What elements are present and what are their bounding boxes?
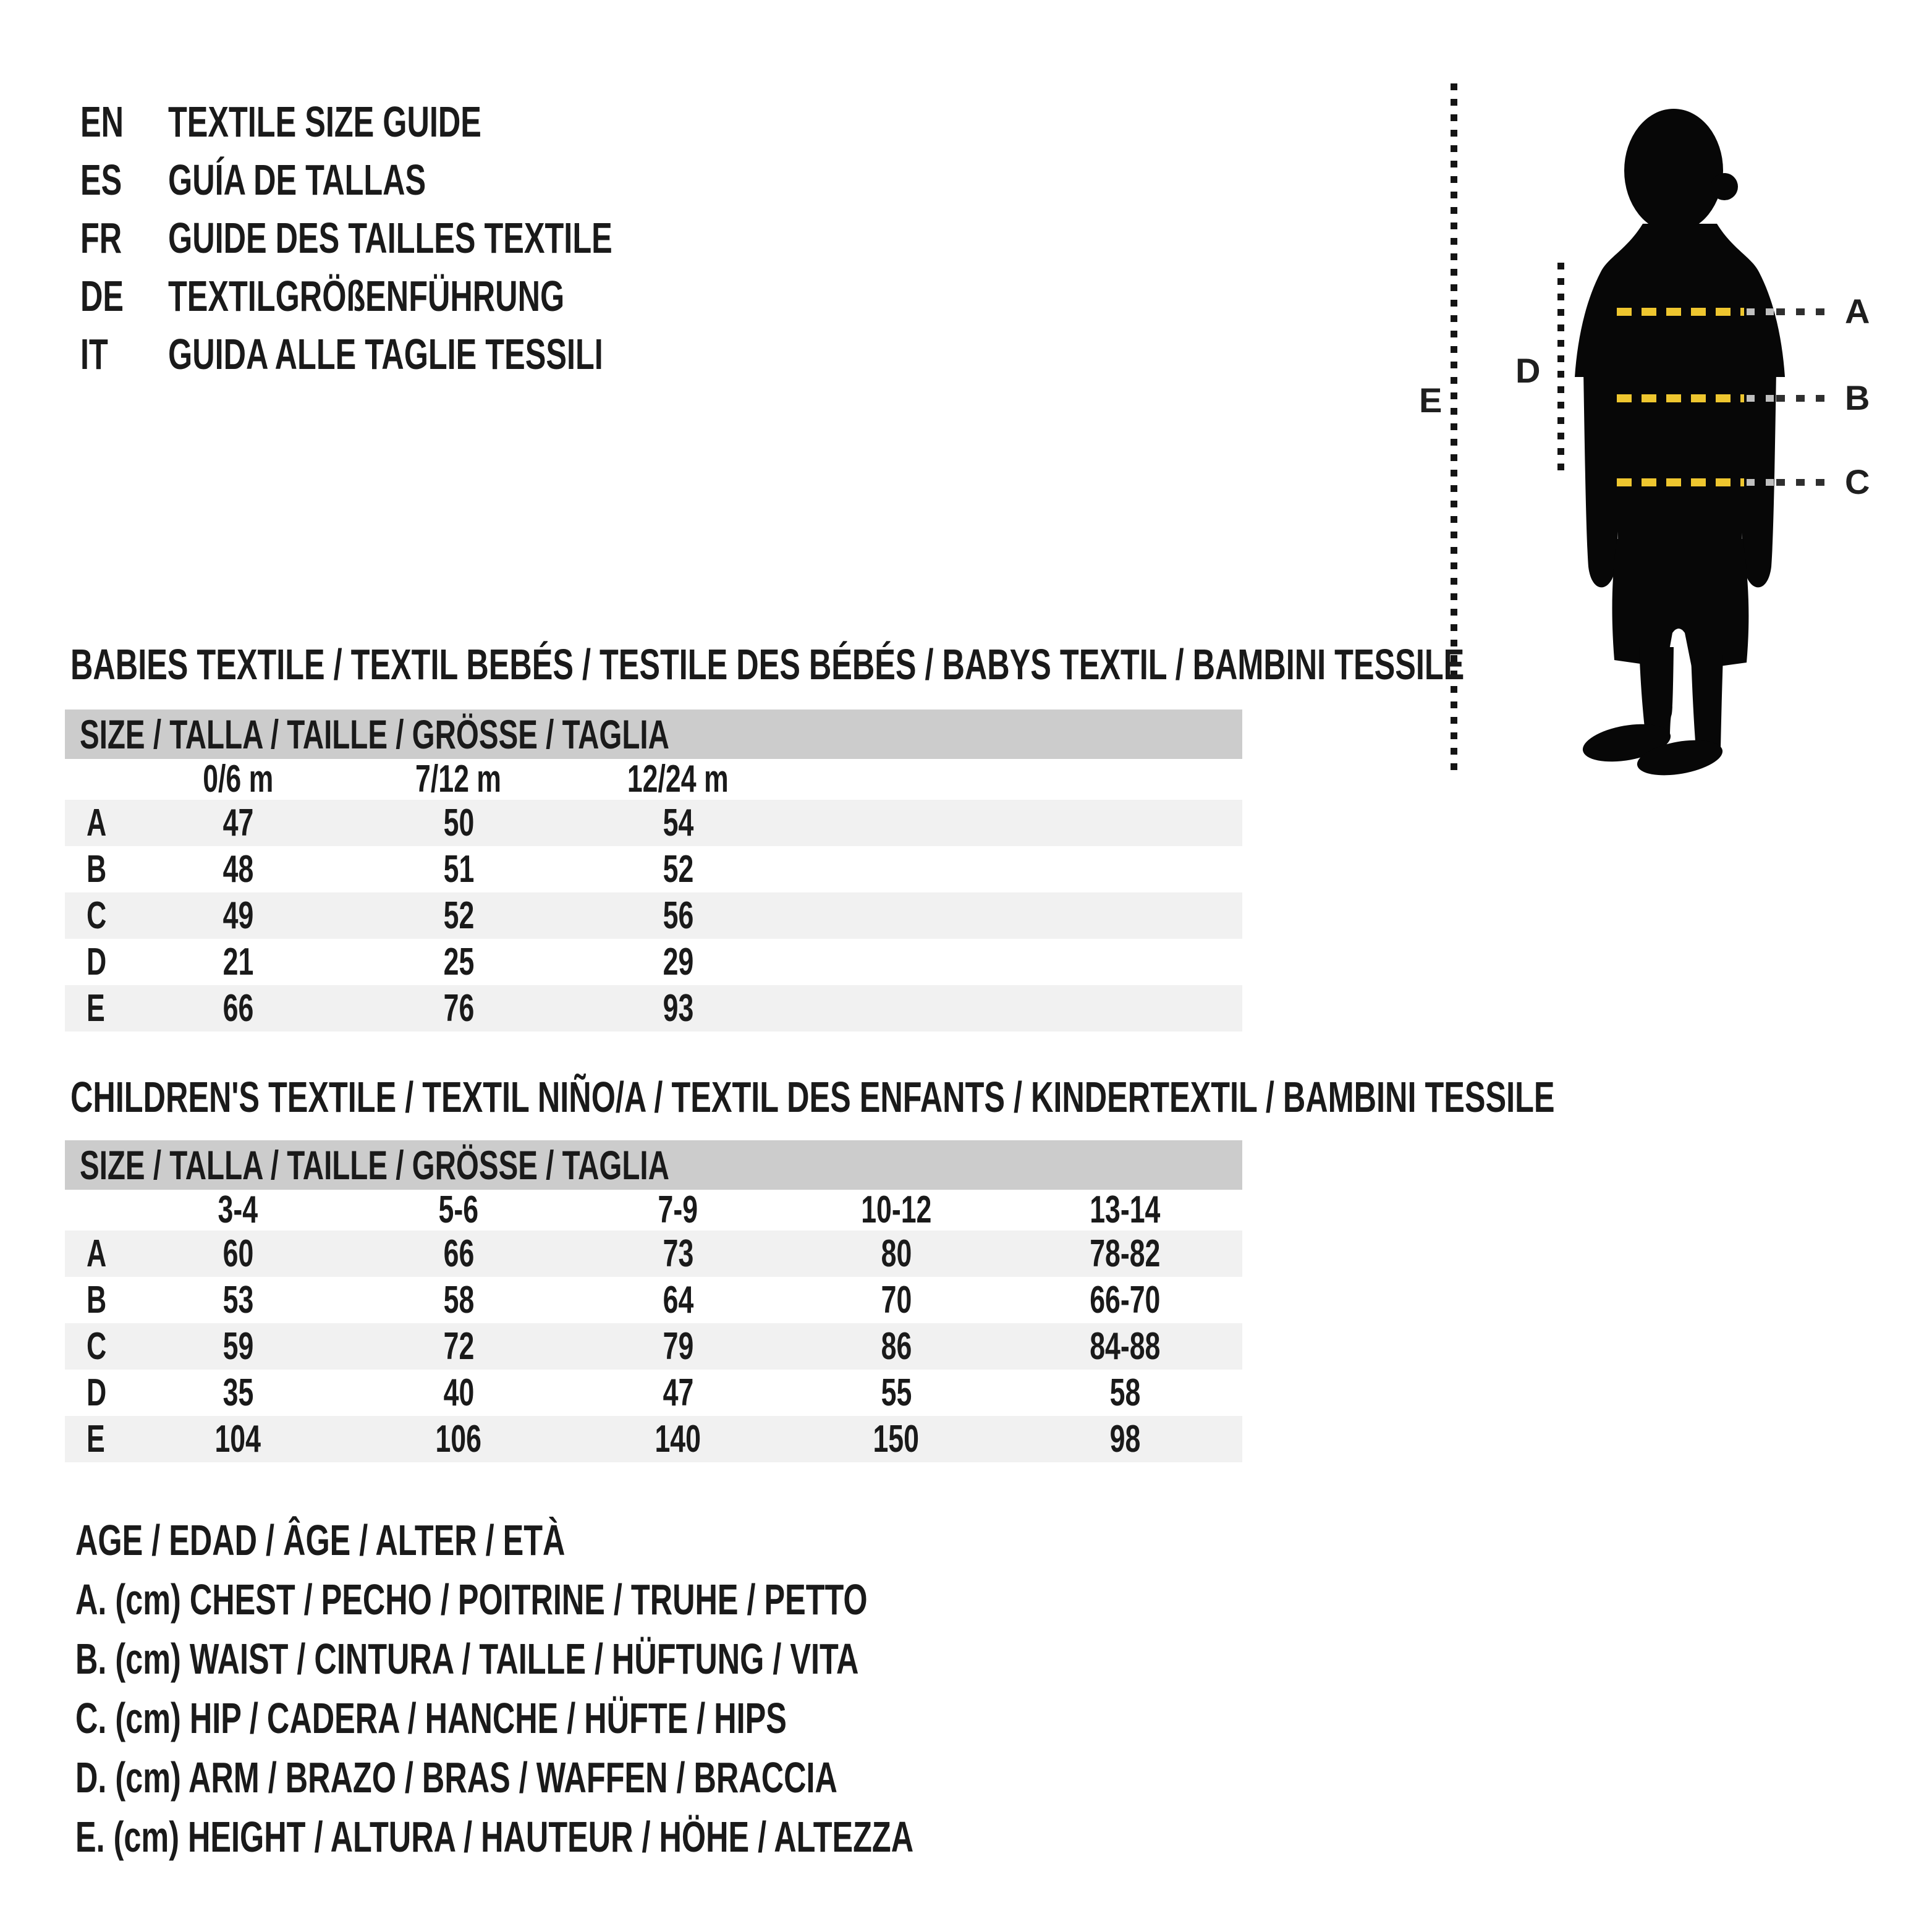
babies-col-7-12m: 7/12 m bbox=[415, 758, 502, 800]
children-row-d: D 35 40 47 55 58 bbox=[87, 1371, 1140, 1414]
marker-label-b: B bbox=[1845, 378, 1870, 417]
language-title-list: EN TEXTILE SIZE GUIDE ES GUÍA DE TALLAS … bbox=[80, 93, 785, 383]
children-row-b: B 53 58 64 70 66-70 bbox=[87, 1279, 1161, 1321]
marker-label-c: C bbox=[1845, 462, 1870, 501]
measurement-legend: AGE / EDAD / ÂGE / ALTER / ETÀ A. (cm) C… bbox=[75, 1510, 1239, 1866]
lang-code-it: IT bbox=[80, 330, 108, 378]
babies-row-a: A 47 50 54 bbox=[65, 800, 1242, 846]
babies-col-12-24m: 12/24 m bbox=[627, 758, 729, 800]
legend-hip: C. (cm) HIP / CADERA / HANCHE / HÜFTE / … bbox=[75, 1694, 787, 1742]
lang-title-fr: GUIDE DES TAILLES TEXTILE bbox=[168, 214, 612, 262]
babies-row-e: E 66 76 93 bbox=[65, 985, 1242, 1032]
lang-code-fr: FR bbox=[80, 214, 122, 262]
children-size-header-bar: SIZE / TALLA / TAILLE / GRÖSSE / TAGLIA bbox=[65, 1140, 1242, 1190]
children-col-10-12: 10-12 bbox=[860, 1188, 932, 1231]
height-measure-line-e bbox=[1451, 83, 1457, 777]
legend-chest: A. (cm) CHEST / PECHO / POITRINE / TRUHE… bbox=[75, 1575, 868, 1624]
babies-row-d: D 21 25 29 bbox=[87, 941, 693, 983]
legend-height: E. (cm) HEIGHT / ALTURA / HAUTEUR / HÖHE… bbox=[75, 1813, 914, 1861]
legend-arm: D. (cm) ARM / BRAZO / BRAS / WAFFEN / BR… bbox=[75, 1753, 837, 1802]
children-row-c: C 59 72 79 86 84-88 bbox=[65, 1323, 1242, 1370]
babies-col-0-6m: 0/6 m bbox=[202, 758, 274, 800]
lang-title-es: GUÍA DE TALLAS bbox=[168, 156, 426, 204]
chest-line-dark bbox=[1776, 308, 1829, 315]
legend-age: AGE / EDAD / ÂGE / ALTER / ETÀ bbox=[75, 1516, 566, 1564]
lang-row-es: ES GUÍA DE TALLAS bbox=[80, 151, 785, 209]
lang-row-de: DE TEXTILGRÖßENFÜHRUNG bbox=[80, 267, 785, 325]
lang-code-es: ES bbox=[80, 156, 122, 204]
lang-row-it: IT GUIDA ALLE TAGLIE TESSILI bbox=[80, 325, 785, 383]
babies-size-header-bar: SIZE / TALLA / TAILLE / GRÖSSE / TAGLIA bbox=[65, 710, 1242, 759]
children-section-title: CHILDREN'S TEXTILE / TEXTIL NIÑO/A / TEX… bbox=[70, 1073, 1555, 1121]
lang-title-de: TEXTILGRÖßENFÜHRUNG bbox=[168, 272, 565, 320]
babies-size-table: SIZE / TALLA / TAILLE / GRÖSSE / TAGLIA … bbox=[65, 710, 1242, 1032]
hip-line-yellow bbox=[1617, 478, 1744, 486]
lang-title-en: TEXTILE SIZE GUIDE bbox=[168, 98, 481, 146]
lang-row-fr: FR GUIDE DES TAILLES TEXTILE bbox=[80, 209, 785, 267]
children-col-3-4: 3-4 bbox=[218, 1188, 258, 1231]
children-col-7-9: 7-9 bbox=[658, 1188, 698, 1231]
babies-section-title: BABIES TEXTILE / TEXTIL BEBÉS / TESTILE … bbox=[70, 640, 1465, 688]
children-col-13-14: 13-14 bbox=[1089, 1188, 1161, 1231]
waist-line-dark bbox=[1776, 395, 1829, 402]
children-row-a: A 60 66 73 80 78-82 bbox=[65, 1231, 1242, 1277]
children-size-table: SIZE / TALLA / TAILLE / GRÖSSE / TAGLIA … bbox=[65, 1140, 1242, 1462]
children-col-5-6: 5-6 bbox=[438, 1188, 479, 1231]
chest-line-fade bbox=[1747, 308, 1774, 315]
children-row-e: E 104 106 140 150 98 bbox=[65, 1416, 1242, 1462]
chest-line-yellow bbox=[1617, 308, 1744, 316]
children-column-headers: 3-4 5-6 7-9 10-12 13-14 bbox=[65, 1190, 1242, 1231]
babies-column-headers: 0/6 m 7/12 m 12/24 m bbox=[65, 759, 1242, 800]
hip-line-fade bbox=[1747, 479, 1774, 486]
legend-waist: B. (cm) WAIST / CINTURA / TAILLE / HÜFTU… bbox=[75, 1635, 859, 1683]
lang-code-en: EN bbox=[80, 98, 124, 146]
waist-line-yellow bbox=[1617, 394, 1744, 402]
lang-row-en: EN TEXTILE SIZE GUIDE bbox=[80, 93, 785, 151]
hip-line-dark bbox=[1776, 479, 1829, 486]
babies-row-c: C 49 52 56 bbox=[65, 892, 1242, 939]
marker-label-d: D bbox=[1515, 351, 1541, 390]
lang-code-de: DE bbox=[80, 272, 124, 320]
marker-label-e: E bbox=[1419, 381, 1443, 420]
marker-label-a: A bbox=[1845, 292, 1870, 331]
babies-row-b: B 48 51 52 bbox=[87, 848, 693, 891]
waist-line-fade bbox=[1747, 395, 1774, 402]
lang-title-it: GUIDA ALLE TAGLIE TESSILI bbox=[168, 330, 603, 378]
arm-measure-line-d bbox=[1557, 263, 1564, 472]
